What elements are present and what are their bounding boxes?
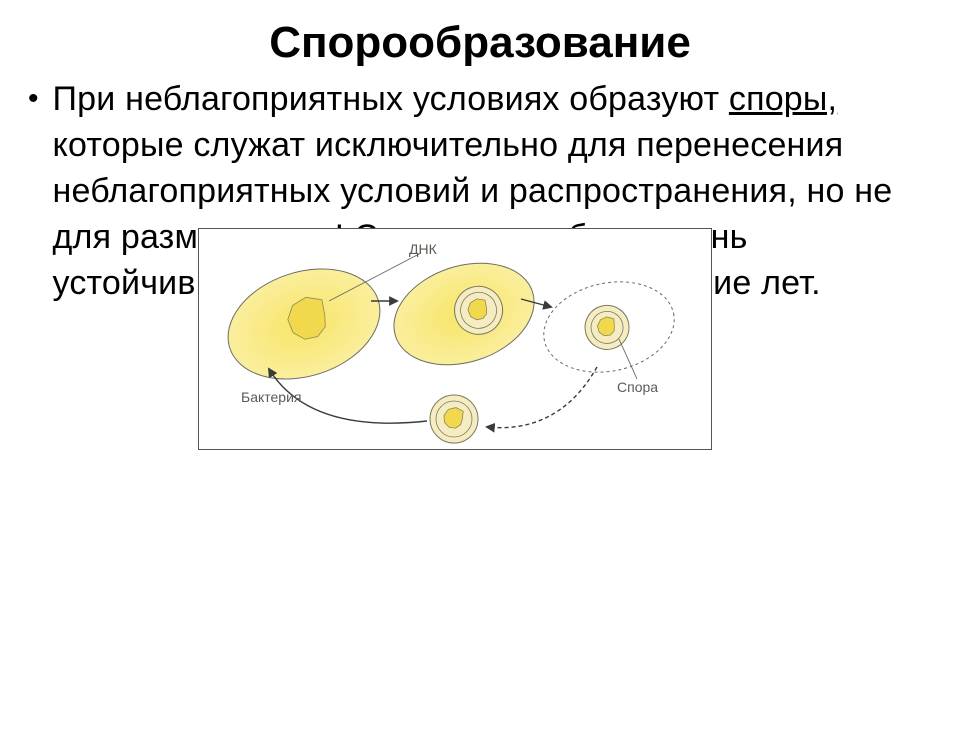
label-spore: Спора bbox=[617, 379, 658, 395]
label-dna: ДНК bbox=[409, 241, 437, 257]
page-title: Спорообразование bbox=[0, 18, 960, 68]
sporulation-diagram: ДНК Бактерия Спора bbox=[198, 228, 712, 450]
body-underlined: споры, bbox=[729, 80, 837, 118]
bullet-icon: • bbox=[28, 76, 39, 122]
body-line1-prefix: При неблагоприятных условиях образуют bbox=[53, 80, 720, 118]
label-bacteria: Бактерия bbox=[241, 389, 301, 405]
